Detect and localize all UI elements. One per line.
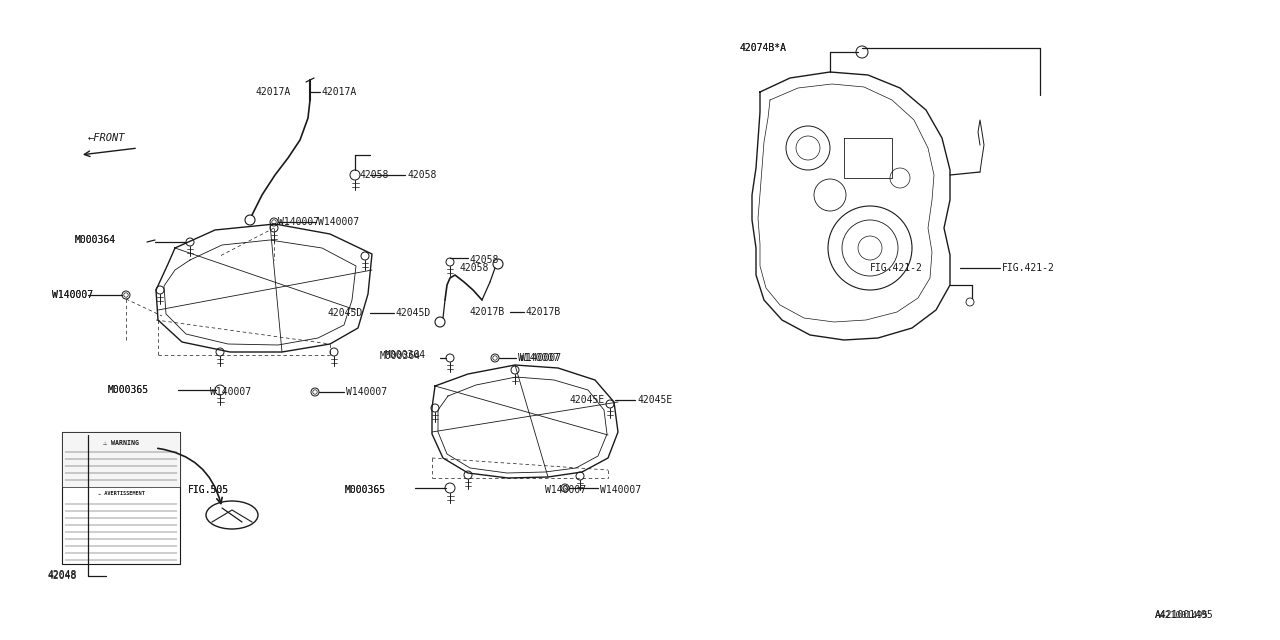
Text: 42045E: 42045E bbox=[637, 395, 672, 405]
Text: M000364: M000364 bbox=[385, 350, 426, 360]
Text: 42017A: 42017A bbox=[255, 87, 291, 97]
Text: FIG.421-2: FIG.421-2 bbox=[870, 263, 923, 273]
Text: 42017B: 42017B bbox=[470, 307, 506, 317]
Text: 42045D: 42045D bbox=[328, 308, 364, 318]
Text: M000364: M000364 bbox=[380, 351, 421, 361]
Text: W140007: W140007 bbox=[210, 387, 251, 397]
Text: M000365: M000365 bbox=[108, 385, 150, 395]
Text: 42074B*A: 42074B*A bbox=[740, 43, 787, 53]
Text: ←FRONT: ←FRONT bbox=[88, 133, 125, 143]
Text: ⚠ AVERTISSEMENT: ⚠ AVERTISSEMENT bbox=[97, 492, 145, 497]
FancyBboxPatch shape bbox=[61, 432, 180, 564]
Text: A421001495: A421001495 bbox=[1155, 611, 1208, 620]
Text: FIG.505: FIG.505 bbox=[188, 485, 229, 495]
Text: 42017A: 42017A bbox=[323, 87, 357, 97]
Text: 42074B*A: 42074B*A bbox=[740, 43, 787, 53]
Text: M000365: M000365 bbox=[346, 485, 387, 495]
Text: ⚠ WARNING: ⚠ WARNING bbox=[102, 440, 140, 446]
Text: 42048: 42048 bbox=[49, 570, 77, 580]
Text: 42058: 42058 bbox=[360, 170, 389, 180]
Text: W140007: W140007 bbox=[518, 353, 559, 363]
Text: W140007: W140007 bbox=[545, 485, 586, 495]
Text: 42045D: 42045D bbox=[396, 308, 431, 318]
Text: FIG.505: FIG.505 bbox=[188, 485, 229, 495]
Text: 42045E: 42045E bbox=[570, 395, 605, 405]
Text: M000365: M000365 bbox=[346, 485, 387, 495]
Text: 42058: 42058 bbox=[460, 263, 489, 273]
Text: 42058: 42058 bbox=[470, 255, 499, 265]
Text: W140007: W140007 bbox=[600, 485, 641, 495]
Text: A421001495: A421001495 bbox=[1155, 610, 1213, 620]
Text: M000364: M000364 bbox=[76, 235, 116, 245]
Text: 42048: 42048 bbox=[49, 571, 77, 581]
Text: W140007: W140007 bbox=[278, 217, 319, 227]
Text: FIG.421-2: FIG.421-2 bbox=[1002, 263, 1055, 273]
Text: M000364: M000364 bbox=[76, 235, 116, 245]
Text: W140007: W140007 bbox=[52, 290, 93, 300]
Text: 42058: 42058 bbox=[407, 170, 436, 180]
Text: W140007: W140007 bbox=[52, 290, 93, 300]
Text: 42017B: 42017B bbox=[526, 307, 561, 317]
Text: M000365: M000365 bbox=[108, 385, 150, 395]
Text: W140007: W140007 bbox=[346, 387, 387, 397]
Text: W140007: W140007 bbox=[317, 217, 360, 227]
Text: W140007: W140007 bbox=[520, 353, 561, 363]
FancyBboxPatch shape bbox=[61, 432, 180, 488]
